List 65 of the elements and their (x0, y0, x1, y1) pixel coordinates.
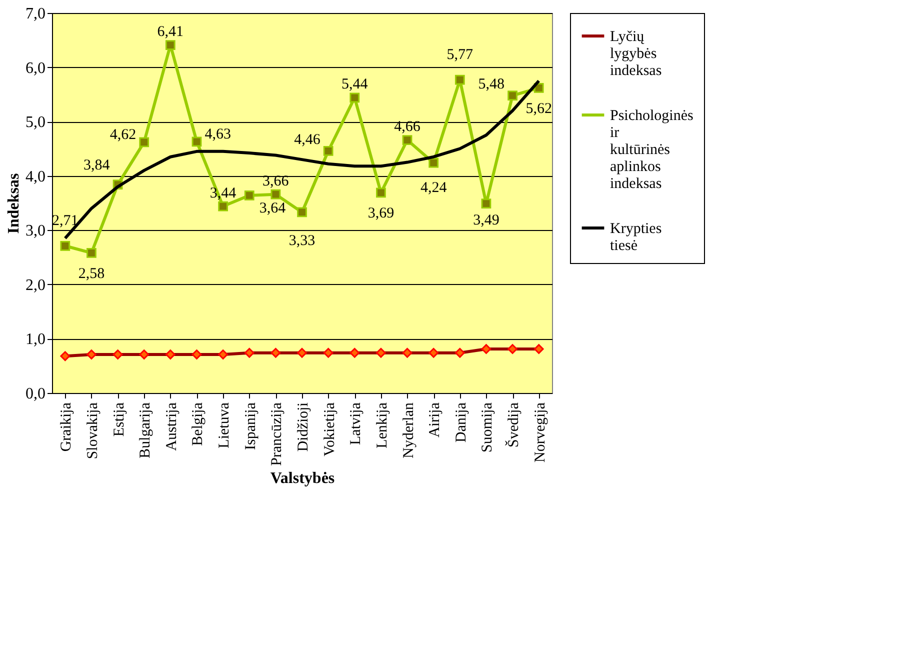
legend-label: Psichologinės ir kultūrinės aplinkos indeksas (610, 108, 694, 192)
x-tick-label: Latvija (348, 402, 364, 445)
point (270, 189, 281, 200)
y-axis-title: Indeksas (6, 173, 22, 234)
data-label: 3,33 (288, 233, 316, 250)
y-tick-label: 7,0 (26, 6, 46, 22)
x-tick-label: Vokietija (322, 402, 338, 456)
y-tick-label: 0,0 (26, 386, 46, 402)
x-tick-label: Norvegija (532, 402, 548, 462)
point (165, 40, 176, 50)
x-tick-label: Švedija (505, 402, 522, 448)
data-label: 4,24 (420, 180, 448, 196)
x-tick-label: Suomija (480, 402, 496, 453)
point (86, 248, 96, 258)
data-label: 3,49 (473, 212, 500, 229)
x-tick-label: Slovakija (84, 402, 101, 460)
x-tick-label: Belgija (190, 402, 206, 446)
point (139, 137, 150, 148)
x-tick-label: Ispanija (242, 402, 259, 450)
y-tick-label: 5,0 (26, 114, 46, 132)
y-tick-label: 4,0 (26, 168, 46, 186)
data-label: 4,62 (110, 127, 136, 144)
legend-label: Krypties tiesė (610, 221, 662, 254)
data-label: 3,69 (368, 206, 394, 222)
point (481, 198, 492, 208)
data-label: 4,46 (294, 132, 321, 148)
data-label: 2,71 (52, 212, 78, 229)
data-label: 5,77 (446, 46, 474, 63)
point (350, 92, 360, 103)
point (192, 136, 202, 147)
x-tick-label: Austrija (164, 402, 180, 451)
x-tick-label: Danija (453, 402, 470, 442)
data-label: 3,64 (259, 200, 286, 216)
x-tick-label: Estija (111, 402, 128, 437)
point (323, 146, 334, 156)
x-tick-label: Bulgarija (138, 402, 154, 458)
x-tick-label: Prancūzija (269, 402, 286, 466)
data-label: 2,58 (78, 266, 105, 282)
data-label: 5,44 (342, 76, 368, 93)
point (60, 240, 70, 251)
legend-label: Lyčių lygybės indeksas (610, 29, 662, 79)
x-tick-label: Lietuva (216, 402, 233, 448)
data-label: 6,41 (157, 24, 184, 40)
point (376, 188, 386, 198)
point (297, 207, 307, 218)
point (218, 201, 228, 212)
data-label: 5,48 (478, 76, 505, 93)
data-label: 4,63 (204, 126, 231, 143)
point (454, 74, 465, 85)
data-label: 3,84 (84, 158, 110, 174)
y-tick-label: 3,0 (26, 222, 46, 240)
y-tick-label: 1,0 (26, 331, 46, 348)
point (428, 158, 439, 168)
point (244, 190, 254, 200)
point (402, 135, 412, 145)
data-label: 5,62 (526, 100, 552, 117)
x-tick-label: Lenkija (374, 402, 390, 448)
x-axis-title: Valstybės (270, 470, 335, 487)
point (508, 90, 518, 100)
x-tick-label: Airija (427, 402, 444, 438)
y-tick-label: 6,0 (26, 60, 46, 77)
y-tick-label: 2,0 (26, 276, 46, 294)
x-tick-label: Graikija (58, 402, 75, 452)
x-tick-label: Nyderlan (400, 402, 417, 458)
x-tick-label: Didžioji (296, 402, 312, 452)
